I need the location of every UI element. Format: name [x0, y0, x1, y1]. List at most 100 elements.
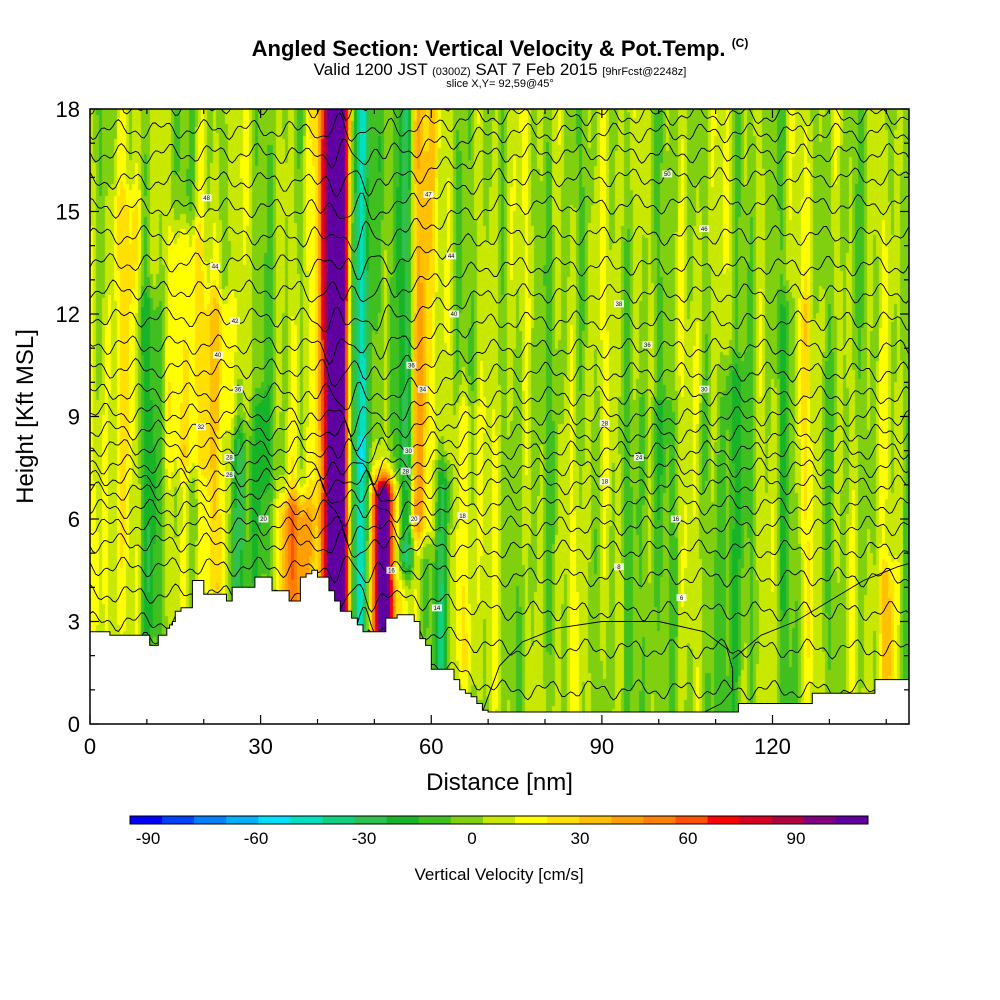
colorbar-label: Vertical Velocity [cm/s] — [414, 865, 583, 884]
colorbar: -90 -60 -30 0 30 60 90 — [129, 815, 869, 848]
contour-label-bg — [599, 419, 610, 427]
contour-label-bg — [232, 385, 243, 393]
colorbar-swatch — [322, 816, 356, 824]
colorbar-swatch — [739, 816, 773, 824]
x-tick-label: 60 — [419, 734, 443, 759]
contour-label: 32 — [198, 425, 205, 431]
contour-label: 47 — [425, 193, 432, 199]
contour-label-bg — [423, 190, 434, 198]
colorbar-swatch — [611, 816, 644, 824]
contour-label-bg — [642, 341, 653, 349]
contour-label: 28 — [601, 422, 608, 428]
contour-label: 30 — [701, 387, 708, 393]
contour-label-bg — [446, 252, 457, 260]
theta-contour — [90, 255, 909, 303]
theta-contour — [90, 406, 909, 452]
colorbar-swatch — [675, 816, 709, 824]
y-tick-label: 6 — [68, 507, 80, 532]
contour-label: 36 — [408, 363, 415, 369]
chart-title-unit: (C) — [731, 36, 749, 50]
x-tick-label: 30 — [248, 734, 272, 759]
contour-label-bg — [670, 515, 681, 523]
theta-contour — [90, 555, 909, 588]
contour-label-bg — [406, 361, 417, 369]
theta-contour — [90, 439, 909, 486]
theta-contour — [90, 583, 909, 622]
contour-label-bg — [676, 594, 687, 602]
theta-contour — [90, 142, 909, 198]
contour-label-bg — [224, 471, 235, 479]
contour-label: 42 — [232, 319, 239, 325]
potential-temperature-contours — [90, 109, 909, 713]
contour-label: 36 — [235, 387, 242, 393]
theta-contour — [90, 337, 909, 388]
contour-label-bg — [417, 385, 428, 393]
colorbar-swatch — [194, 816, 227, 824]
colorbar-tick-label: -30 — [352, 829, 377, 848]
contour-label-bg — [457, 512, 468, 520]
colorbar-swatch — [579, 816, 612, 824]
colorbar-swatch — [418, 816, 452, 824]
colorbar-swatch — [835, 816, 869, 824]
contour-label-bg — [633, 454, 644, 461]
colorbar-swatch — [803, 816, 837, 824]
contour-label-bg — [599, 477, 610, 485]
contour-label-bg — [195, 423, 206, 431]
theta-contour — [90, 109, 893, 122]
contour-label: 20 — [260, 517, 267, 523]
chart-title: Angled Section: Vertical Velocity & Pot.… — [0, 36, 1000, 62]
contour-label: 18 — [459, 514, 466, 520]
x-axis-label: Distance [nm] — [426, 769, 573, 796]
contour-label-bg — [230, 317, 241, 325]
contour-label: 50 — [664, 172, 671, 178]
cold-pool-contour — [732, 562, 909, 660]
colorbar-swatch — [258, 816, 291, 824]
theta-contour — [90, 494, 909, 527]
contour-label: 48 — [203, 196, 210, 202]
colorbar-tick-label: 60 — [679, 829, 698, 848]
contour-label-bg — [210, 262, 221, 270]
x-tick-label: 120 — [754, 734, 791, 759]
chart-subtitle: Valid 1200 JST (0300Z) SAT 7 Feb 2015 [9… — [0, 60, 1000, 80]
contour-label: 44 — [212, 264, 219, 270]
colorbar-swatch — [450, 816, 484, 824]
colorbar-swatch — [707, 816, 741, 824]
theta-contour — [90, 122, 909, 170]
contour-label: 38 — [616, 302, 623, 308]
contour-label-bg — [224, 454, 235, 461]
theta-contour — [90, 474, 909, 504]
contour-label-bg — [400, 467, 411, 475]
colorbar-swatch — [771, 816, 805, 824]
y-tick-label: 12 — [56, 302, 80, 327]
contour-label: 8 — [617, 565, 621, 571]
contour-label: 14 — [434, 606, 441, 612]
contour-label: 40 — [451, 312, 458, 318]
contour-label-bg — [201, 194, 212, 202]
colorbar-swatch — [482, 816, 516, 824]
y-tick-label: 9 — [68, 405, 80, 430]
contour-label-bg — [212, 351, 223, 359]
colorbar-tick-label: 30 — [571, 829, 590, 848]
y-axis-label: Height [Kft MSL] — [12, 329, 39, 504]
colorbar-swatch — [290, 816, 324, 824]
contour-label-bg — [613, 563, 624, 571]
contour-label-bg — [258, 515, 269, 523]
colorbar-tick-label: 90 — [787, 829, 806, 848]
terrain — [89, 569, 910, 725]
colorbar-swatch — [547, 816, 580, 824]
theta-contour — [90, 109, 909, 142]
contour-label-bg — [409, 515, 420, 523]
theta-contour — [90, 310, 909, 366]
colorbar-tick-label: -90 — [136, 829, 161, 848]
contour-label-bg — [699, 225, 710, 233]
contour-label: 20 — [411, 517, 418, 523]
contour-label-bg — [613, 300, 624, 308]
contour-label: 34 — [419, 387, 426, 393]
contour-label: 16 — [388, 568, 395, 574]
colorbar-swatch — [130, 816, 163, 824]
contour-label-bg — [662, 170, 673, 178]
contour-label-bg — [386, 566, 397, 574]
contour-label: 30 — [405, 449, 412, 455]
